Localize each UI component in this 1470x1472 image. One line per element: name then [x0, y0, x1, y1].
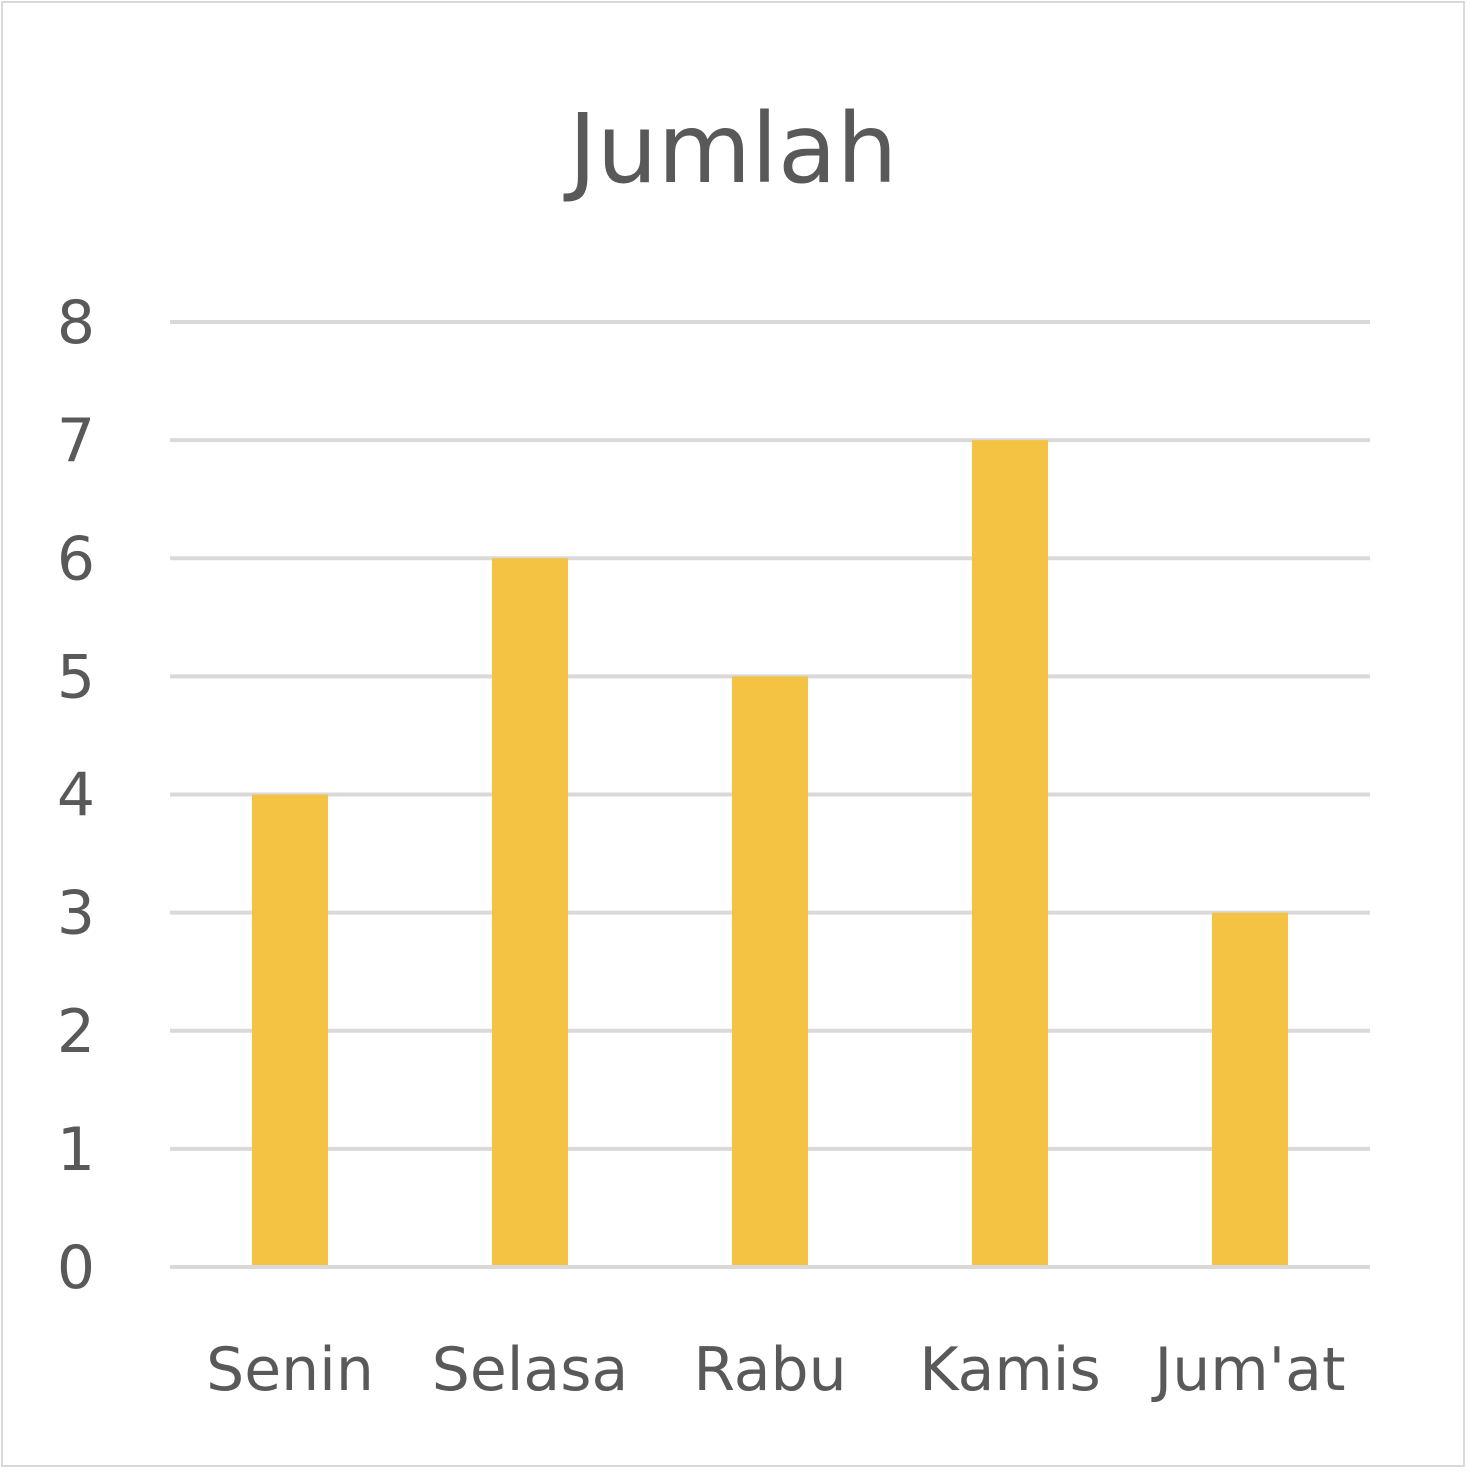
bar-kamis	[972, 440, 1048, 1267]
y-tick-label: 0	[57, 1233, 95, 1303]
x-category-label: Jum'at	[1151, 1335, 1346, 1405]
y-tick-label: 1	[57, 1115, 95, 1185]
x-category-label: Senin	[206, 1335, 374, 1405]
bar-senin	[252, 794, 328, 1267]
bar-rabu	[732, 676, 808, 1267]
bar-jumat	[1212, 912, 1288, 1267]
y-tick-label: 8	[57, 288, 95, 358]
y-tick-label: 2	[57, 997, 95, 1067]
chart-title: Jumlah	[563, 93, 897, 205]
y-tick-label: 6	[57, 524, 95, 594]
x-category-label: Kamis	[919, 1335, 1100, 1405]
x-axis-categories: Senin Selasa Rabu Kamis Jum'at	[206, 1335, 1345, 1405]
bar-selasa	[492, 558, 568, 1267]
y-tick-label: 4	[57, 761, 95, 831]
x-category-label: Selasa	[432, 1335, 628, 1405]
x-category-label: Rabu	[693, 1335, 846, 1405]
y-tick-label: 3	[57, 879, 95, 949]
y-axis-ticks: 0 1 2 3 4 5 6 7 8	[57, 288, 95, 1303]
bars	[170, 440, 1370, 1269]
y-tick-label: 5	[57, 642, 95, 712]
y-tick-label: 7	[57, 406, 95, 476]
